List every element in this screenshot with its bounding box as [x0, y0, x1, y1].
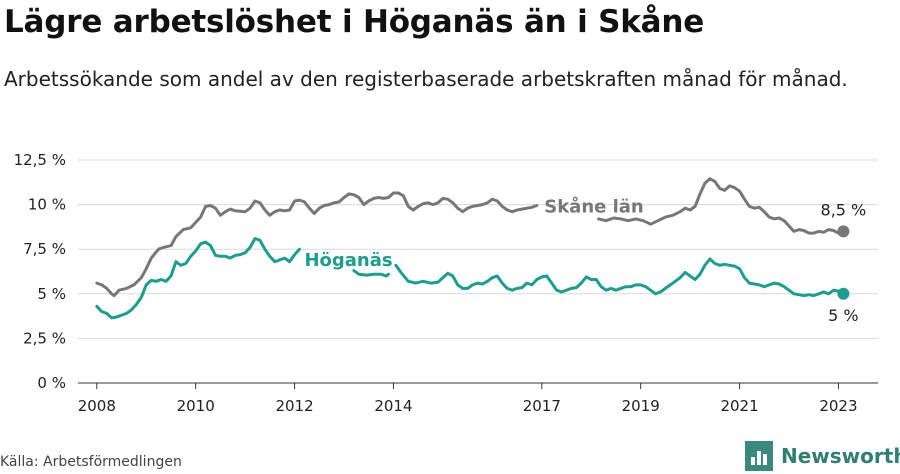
brand[interactable]: Newsworthy	[745, 441, 900, 471]
series-end-marker-h-gan-s	[837, 287, 850, 300]
series-line-sk-ne-l-n	[95, 191, 539, 298]
series-label-hoganas: Höganäs	[304, 250, 392, 271]
chart-title: Lägre arbetslöshet i Höganäs än i Skåne	[4, 4, 705, 40]
series-line-h-gan-s	[394, 257, 845, 298]
y-axis: 0 % 2,5 % 5 % 7,5 % 10 % 12,5 %	[14, 151, 66, 392]
gridlines	[78, 159, 878, 384]
x-tick-label: 2017	[523, 397, 561, 415]
x-tick-label: 2008	[78, 397, 116, 415]
x-tick-label: 2023	[819, 397, 857, 415]
y-tick-label: 7,5 %	[23, 240, 66, 258]
series-labels: Skåne län Höganäs 8,5 % 5 %	[304, 195, 866, 324]
chart-subtitle: Arbetssökande som andel av den registerb…	[4, 67, 848, 91]
source-note: Källa: Arbetsförmedlingen	[0, 454, 182, 470]
series-line-h-gan-s	[95, 237, 301, 320]
x-tick-label: 2014	[374, 397, 412, 415]
series-label-skane: Skåne län	[544, 195, 644, 217]
y-tick-label: 5 %	[37, 285, 66, 303]
x-axis: 2008 2010 2012 2014 2017 2019 2021 2023	[78, 383, 858, 415]
series-line-sk-ne-l-n	[597, 177, 845, 235]
series-end-marker-sk-ne-l-n	[837, 225, 850, 238]
brand-name: Newsworthy	[781, 444, 900, 468]
y-tick-label: 12,5 %	[14, 151, 66, 169]
x-tick-label: 2012	[275, 397, 313, 415]
series-lines	[95, 177, 850, 320]
end-value-label-skane: 8,5 %	[821, 200, 867, 219]
series-line-h-gan-s	[352, 269, 390, 278]
x-tick-label: 2010	[177, 397, 215, 415]
end-value-label-hoganas: 5 %	[828, 306, 858, 325]
y-tick-label: 10 %	[28, 196, 66, 214]
x-tick-label: 2019	[622, 397, 660, 415]
y-tick-label: 2,5 %	[23, 329, 66, 347]
x-tick-label: 2021	[720, 397, 758, 415]
newsworthy-logo-icon	[745, 441, 773, 471]
y-tick-label: 0 %	[37, 374, 66, 392]
